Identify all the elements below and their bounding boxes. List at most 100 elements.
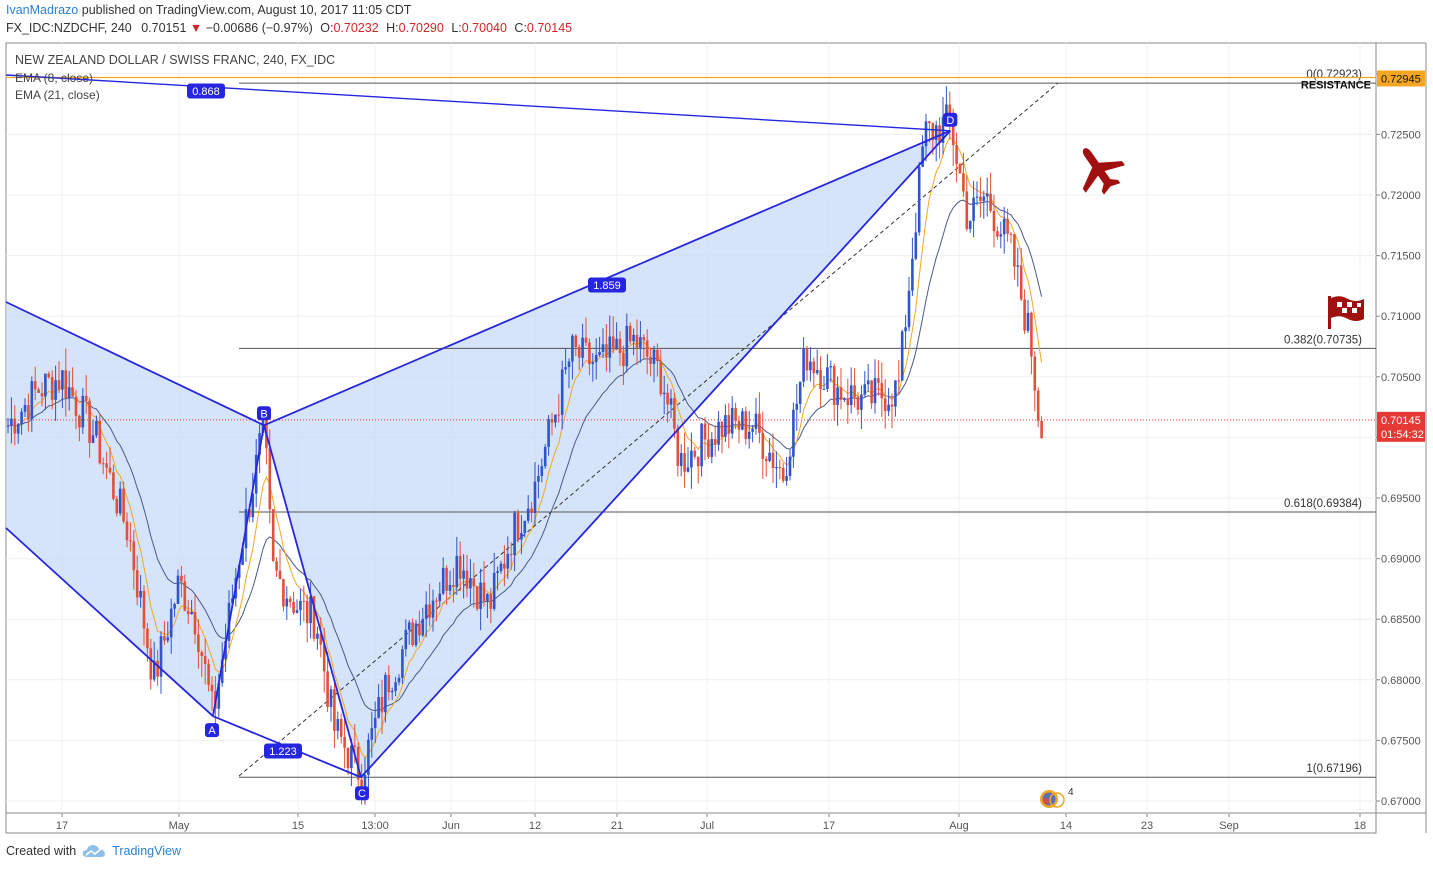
candle-body <box>744 411 748 439</box>
candle-body <box>479 582 482 609</box>
symbol-label: FX_IDC:NZDCHF, 240 <box>6 21 132 35</box>
candle-body <box>10 418 13 426</box>
candle-body <box>319 633 323 645</box>
xa-line[interactable] <box>5 527 214 717</box>
candle-body <box>537 476 540 482</box>
candle-body <box>516 512 520 540</box>
candle-body <box>581 337 584 358</box>
xd-line[interactable] <box>5 74 951 132</box>
low-label: L: <box>451 21 462 35</box>
candle-body <box>176 575 180 605</box>
price-tick-label: 0.69000 <box>1381 554 1421 566</box>
candle-body <box>387 674 391 693</box>
candle-body <box>520 532 523 540</box>
legend-ema21[interactable]: EMA (21, close) <box>15 88 100 102</box>
candle-body <box>309 596 312 624</box>
point-a-label: A <box>208 725 216 737</box>
candle-body <box>972 197 975 221</box>
candle-body <box>577 346 581 358</box>
candle-body <box>564 367 567 370</box>
harmonic-pattern[interactable]: A B C D 0.868 1.859 1.223 <box>5 74 958 801</box>
candle-body <box>441 567 445 594</box>
point-a-label-badge <box>205 723 219 738</box>
candle-body <box>115 498 119 514</box>
candle-body <box>180 575 183 582</box>
candle-body <box>798 381 802 404</box>
author-link[interactable]: IvanMadrazo <box>6 3 79 17</box>
tradingview-label: TradingView <box>112 844 181 858</box>
candle-body <box>1009 233 1013 235</box>
events-icon[interactable] <box>1040 790 1065 808</box>
candle-body <box>220 659 224 683</box>
point-d-label: D <box>946 115 954 127</box>
candle-body <box>547 418 550 447</box>
candle-body <box>894 380 897 407</box>
candle-body <box>278 570 282 580</box>
candle-body <box>397 677 401 683</box>
candle-body <box>258 433 261 455</box>
candle-body <box>23 404 27 412</box>
tradingview-link[interactable]: TradingView <box>82 844 181 858</box>
candle-body <box>390 690 394 693</box>
candle-body <box>452 584 455 588</box>
candle-body <box>768 452 771 461</box>
candle-body <box>438 593 442 602</box>
xb-line[interactable] <box>5 301 265 427</box>
ema21-line <box>7 199 1043 712</box>
candle-body <box>13 418 17 434</box>
candle-body <box>295 610 299 613</box>
bc-line[interactable] <box>263 425 362 778</box>
candle-body <box>373 717 377 729</box>
point-d-label-badge <box>943 112 958 127</box>
candle-body <box>356 746 360 780</box>
candle-body <box>506 553 510 569</box>
candle-body <box>118 488 122 514</box>
candle-body <box>193 611 197 635</box>
candle-body <box>377 697 380 718</box>
candle-body <box>380 697 384 713</box>
candle-body <box>598 351 601 355</box>
candle-body <box>78 415 81 428</box>
legend-ema8[interactable]: EMA (8, close) <box>15 71 94 85</box>
cd-line[interactable] <box>360 130 951 778</box>
ema-lines <box>7 137 1043 759</box>
candle-body <box>985 193 989 197</box>
resistance-price-tag <box>1377 70 1425 87</box>
candle-body <box>673 398 676 429</box>
candle-body <box>758 413 761 433</box>
point-c-label: C <box>358 788 366 800</box>
candle-body <box>955 145 958 164</box>
fib-level-label: 0.618(0.69384) <box>1284 498 1362 510</box>
candle-body <box>489 594 493 609</box>
candle-body <box>849 385 853 406</box>
candle-body <box>203 656 207 664</box>
candle-body <box>635 334 639 348</box>
candle-body <box>135 570 139 598</box>
candle-body <box>404 629 408 650</box>
candle-body <box>74 396 78 416</box>
candle-body <box>421 618 425 636</box>
price-tick-label: 0.69500 <box>1381 493 1421 505</box>
candle-body <box>503 563 506 569</box>
candle-body <box>550 418 554 423</box>
candle-body <box>329 689 333 707</box>
trendline <box>238 82 1059 777</box>
candle-body <box>792 409 795 457</box>
candle-body <box>669 398 673 405</box>
candle-body <box>424 604 428 619</box>
candle-body <box>261 410 265 434</box>
candle-body <box>962 173 965 192</box>
candle-body <box>951 117 955 146</box>
candle-body <box>84 395 88 401</box>
ab-line[interactable] <box>212 425 265 717</box>
candle-body <box>730 407 734 434</box>
candle-body <box>268 448 272 510</box>
candle-body <box>67 387 71 399</box>
open-label: O: <box>320 21 334 35</box>
candle-body <box>265 410 268 449</box>
pattern-fill <box>6 130 951 778</box>
candle-body <box>822 388 826 390</box>
candle-body <box>571 335 574 362</box>
resistance-price-text: 0.72945 <box>1381 73 1421 85</box>
